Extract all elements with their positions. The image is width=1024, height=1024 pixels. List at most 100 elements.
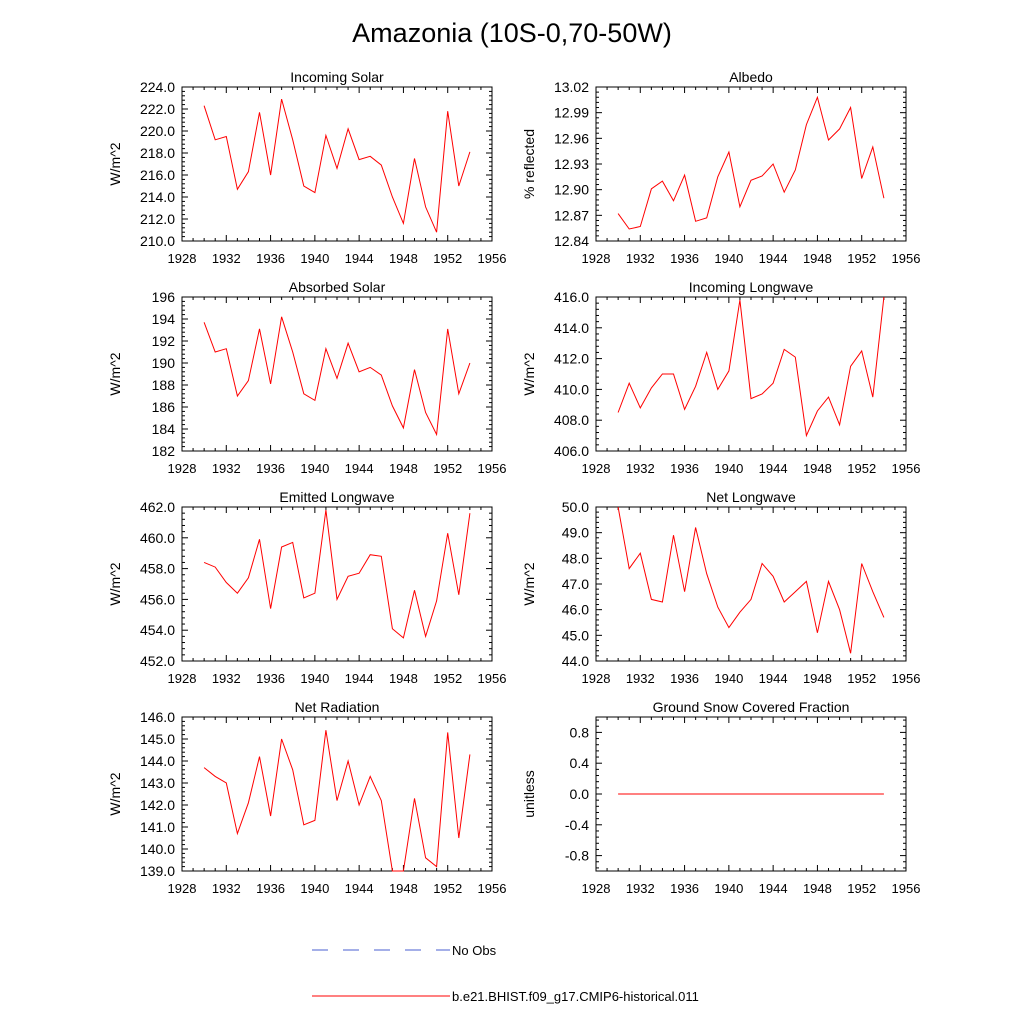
panel-title: Net Radiation: [295, 699, 380, 715]
x-tick-label: 1940: [300, 461, 329, 476]
x-tick-label: 1932: [212, 881, 241, 896]
legend-model-label: b.e21.BHIST.f09_g17.CMIP6-historical.011: [452, 989, 699, 1004]
x-tick-label: 1948: [389, 251, 418, 266]
x-tick-label: 1940: [714, 461, 743, 476]
x-tick-label: 1940: [714, 881, 743, 896]
y-tick-label: 210.0: [140, 233, 175, 249]
panel-2: Albedo % reflected 1928 1932 1936 1940 1944 194…: [521, 69, 920, 266]
y-tick-label: 410.0: [554, 381, 589, 397]
y-tick-label: 143.0: [140, 775, 175, 791]
y-tick-label: 0.0: [570, 786, 590, 802]
x-tick-label: 1936: [256, 461, 285, 476]
y-tick-label: 0.4: [570, 755, 590, 771]
panel-title: Ground Snow Covered Fraction: [653, 699, 850, 715]
x-tick-label: 1944: [759, 671, 788, 686]
x-tick-label: 1940: [300, 251, 329, 266]
y-tick-label: 50.0: [562, 499, 589, 515]
x-tick-label: 1932: [626, 251, 655, 266]
panel-4: Incoming Longwave W/m^2 1928 1932 1936 1940 19…: [521, 279, 920, 476]
y-tick-label: 216.0: [140, 167, 175, 183]
y-tick-label: 47.0: [562, 576, 589, 592]
y-tick-label: 12.96: [554, 130, 589, 146]
x-tick-label: 1952: [433, 461, 462, 476]
x-tick-label: 1956: [478, 461, 507, 476]
y-tick-label: 48.0: [562, 550, 589, 566]
y-axis-label: % reflected: [521, 129, 537, 199]
y-tick-label: 186: [152, 399, 176, 415]
x-tick-label: 1936: [670, 671, 699, 686]
x-tick-label: 1932: [212, 251, 241, 266]
y-tick-label: 184: [152, 421, 176, 437]
panel-1: Incoming Solar W/m^2 1928 1932 1936 1940 1944 1…: [107, 69, 506, 266]
x-tick-label: 1940: [300, 671, 329, 686]
y-tick-label: 12.93: [554, 156, 589, 172]
y-tick-label: 12.84: [554, 233, 589, 249]
x-tick-label: 1932: [626, 671, 655, 686]
y-axis-label: W/m^2: [521, 562, 537, 605]
x-tick-label: 1940: [300, 881, 329, 896]
x-tick-label: 1928: [582, 881, 611, 896]
panel-title: Net Longwave: [706, 489, 796, 505]
panel-title: Absorbed Solar: [289, 279, 386, 295]
plot-frame: [595, 296, 907, 452]
x-tick-label: 1956: [892, 251, 921, 266]
x-tick-label: 1928: [168, 881, 197, 896]
y-tick-label: 142.0: [140, 797, 175, 813]
y-tick-label: 146.0: [140, 709, 175, 725]
y-tick-label: 49.0: [562, 525, 589, 541]
x-tick-label: 1948: [803, 881, 832, 896]
y-tick-label: 139.0: [140, 863, 175, 879]
y-tick-label: 45.0: [562, 627, 589, 643]
series-line-1: [617, 296, 885, 438]
y-tick-label: 12.87: [554, 207, 589, 223]
y-tick-label: 212.0: [140, 211, 175, 227]
plot-frame: [181, 86, 493, 242]
y-tick-label: 188: [152, 377, 176, 393]
x-tick-label: 1952: [433, 881, 462, 896]
x-tick-label: 1948: [803, 251, 832, 266]
y-axis-label: W/m^2: [107, 772, 123, 815]
x-tick-label: 1936: [256, 671, 285, 686]
y-tick-label: 458.0: [140, 561, 175, 577]
series-line-1: [203, 510, 471, 639]
x-tick-label: 1952: [433, 251, 462, 266]
panel-title: Incoming Solar: [290, 69, 384, 85]
series-line-1: [203, 316, 471, 437]
y-tick-label: 416.0: [554, 289, 589, 305]
y-tick-label: 214.0: [140, 189, 175, 205]
y-tick-label: 46.0: [562, 602, 589, 618]
x-tick-label: 1928: [168, 251, 197, 266]
y-tick-label: -0.4: [565, 817, 589, 833]
y-tick-label: 145.0: [140, 731, 175, 747]
x-tick-label: 1952: [847, 881, 876, 896]
y-tick-label: 218.0: [140, 145, 175, 161]
y-tick-label: 452.0: [140, 653, 175, 669]
y-axis-label: W/m^2: [107, 352, 123, 395]
panel-5: Emitted Longwave W/m^2 1928 1932 1936 1940 194…: [107, 489, 506, 686]
y-tick-label: 196: [152, 289, 176, 305]
y-tick-label: 192: [152, 333, 176, 349]
x-tick-label: 1928: [582, 671, 611, 686]
panel-title: Albedo: [729, 69, 773, 85]
x-tick-label: 1944: [759, 461, 788, 476]
y-tick-label: 454.0: [140, 622, 175, 638]
y-tick-label: 222.0: [140, 101, 175, 117]
x-tick-label: 1928: [582, 461, 611, 476]
x-tick-label: 1952: [847, 671, 876, 686]
x-tick-label: 1956: [892, 671, 921, 686]
x-tick-label: 1932: [212, 671, 241, 686]
plot-frame: [181, 296, 493, 452]
panel-8: Ground Snow Covered Fraction unitless 1928…: [521, 699, 920, 896]
x-tick-label: 1952: [847, 461, 876, 476]
panel-3: Absorbed Solar W/m^2 1928 1932 1936 1940 1944 1…: [107, 279, 506, 476]
x-tick-label: 1948: [389, 671, 418, 686]
x-tick-label: 1948: [803, 671, 832, 686]
y-tick-label: 456.0: [140, 591, 175, 607]
y-tick-label: 182: [152, 443, 176, 459]
legend-obs-label: No Obs: [452, 943, 497, 958]
x-tick-label: 1936: [670, 881, 699, 896]
series-line-1: [203, 98, 471, 233]
y-tick-label: 462.0: [140, 499, 175, 515]
series-line-1: [617, 506, 885, 654]
